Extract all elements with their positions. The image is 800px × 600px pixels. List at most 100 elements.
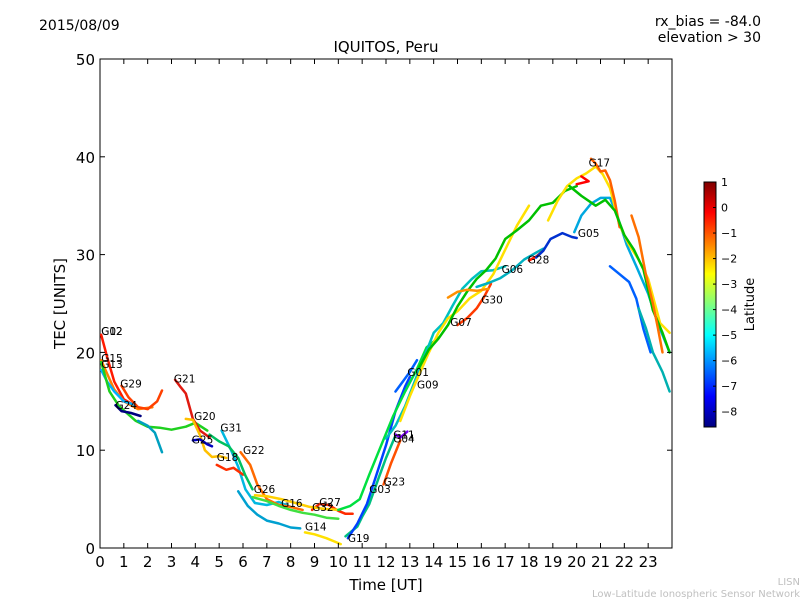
satellite-label-g15: G15 <box>101 353 123 365</box>
x-tick-label: 3 <box>167 553 177 571</box>
colorbar-tick-label: −6 <box>721 355 737 368</box>
x-tick-label: 5 <box>214 553 224 571</box>
y-tick-label: 50 <box>76 51 95 69</box>
satellite-label-g32: G32 <box>312 502 334 514</box>
x-tick-label: 16 <box>472 553 491 571</box>
colorbar-tick-label: −8 <box>721 406 737 419</box>
footer-network-name: Low-Latitude Ionospheric Sensor Network <box>592 589 800 600</box>
y-tick-label: 20 <box>76 344 95 362</box>
x-tick-label: 23 <box>639 553 658 571</box>
satellite-label-g30: G30 <box>481 295 503 307</box>
satellite-label-g17: G17 <box>589 158 611 170</box>
series-line-g06 <box>475 247 545 289</box>
satellite-label-g03: G03 <box>369 484 391 496</box>
satellite-label-g23: G23 <box>384 476 406 488</box>
x-tick-label: 8 <box>286 553 296 571</box>
series-line-g03 <box>337 336 440 512</box>
series-line-g09 <box>399 204 531 423</box>
satellite-label-g25: G25 <box>192 434 214 446</box>
x-tick-label: 21 <box>591 553 610 571</box>
y-tick-label: 40 <box>76 149 95 167</box>
x-tick-label: 20 <box>567 553 586 571</box>
series-line-g07a <box>136 419 164 454</box>
series-line-g24b <box>114 403 142 418</box>
series-line-g32 <box>253 493 340 512</box>
series-line-g16 <box>251 495 340 520</box>
satellite-label-g21: G21 <box>174 374 196 386</box>
series-line-g10b <box>630 214 664 354</box>
satellite-label-g06: G06 <box>502 264 524 276</box>
colorbar-tick-label: 0 <box>721 202 728 215</box>
x-tick-label: 13 <box>400 553 419 571</box>
series-line-g22 <box>239 450 304 512</box>
x-tick-label: 0 <box>95 553 105 571</box>
x-tick-label: 2 <box>143 553 153 571</box>
series-line-g24 <box>99 360 209 432</box>
satellite-label-g29: G29 <box>120 379 142 391</box>
x-tick-label: 4 <box>191 553 201 571</box>
series-line-g08b <box>637 307 671 393</box>
x-tick-label: 18 <box>519 553 538 571</box>
series-line-g04 <box>394 430 409 439</box>
series-line-g30 <box>456 282 493 327</box>
x-tick-label: 6 <box>238 553 248 571</box>
series-line-g29 <box>120 384 164 411</box>
x-axis-label: Time [UT] <box>348 576 422 594</box>
x-tick-label: 1 <box>119 553 129 571</box>
plot-area <box>99 58 673 549</box>
x-tick-label: 14 <box>424 553 443 571</box>
rx-bias-label: rx_bias = -84.0 <box>654 14 761 30</box>
colorbar-tick-label: −4 <box>721 304 737 317</box>
footer-lisn: LISN <box>777 577 800 588</box>
satellite-label-g22: G22 <box>243 445 265 457</box>
satellite-label-g18: G18 <box>217 452 239 464</box>
colorbar-tick-label: −7 <box>721 380 737 393</box>
satellite-label-g01: G01 <box>407 367 429 379</box>
satellite-label-g07: G07 <box>450 317 472 329</box>
x-tick-label: 19 <box>543 553 562 571</box>
y-tick-label: 0 <box>85 540 95 558</box>
colorbar-tick-label: 1 <box>721 176 728 189</box>
satellite-label-g02: G02 <box>101 326 123 338</box>
x-tick-label: 10 <box>329 553 348 571</box>
satellite-label-g13: G13 <box>101 359 123 371</box>
satellite-label-g05: G05 <box>578 228 600 240</box>
x-tick-label: 17 <box>496 553 515 571</box>
colorbar-label: Latitude <box>743 278 758 332</box>
series-line-g17b <box>575 175 590 186</box>
satellite-label-g04: G04 <box>393 433 415 445</box>
colorbar-tick-label: −5 <box>721 329 737 342</box>
colorbar-tick-label: −1 <box>721 227 737 240</box>
x-tick-label: 15 <box>448 553 467 571</box>
satellite-label-g14: G14 <box>305 521 327 533</box>
x-tick-label: 12 <box>376 553 395 571</box>
satellite-label-g19: G19 <box>348 533 370 545</box>
series-line-g28b <box>534 231 578 259</box>
series-line-g17c <box>589 157 621 229</box>
series-line-g01 <box>394 358 419 393</box>
satellite-label-g11: G11 <box>393 430 415 442</box>
x-tick-label: 7 <box>262 553 272 571</box>
series-line-g18b <box>208 433 254 491</box>
satellite-label-g31: G31 <box>220 423 242 435</box>
series-line-g31 <box>220 429 292 509</box>
satellite-label-g20: G20 <box>194 411 216 423</box>
satellite-label-g28: G28 <box>528 254 550 266</box>
series-line-g19b <box>346 375 412 540</box>
x-tick-label: 22 <box>615 553 634 571</box>
series-line-g21 <box>173 378 211 439</box>
series-line-g08 <box>608 265 652 354</box>
series-line-g20 <box>184 417 228 460</box>
series-line-g14 <box>303 531 342 546</box>
satellite-label-g26: G26 <box>254 484 276 496</box>
elevation-label: elevation > 30 <box>657 30 761 46</box>
date-label: 2015/08/09 <box>39 18 120 34</box>
series-line-g23 <box>382 439 402 486</box>
colorbar <box>703 181 717 428</box>
x-tick-label: 9 <box>310 553 320 571</box>
series-line-g27 <box>310 502 354 516</box>
satellite-label-g24: G24 <box>116 400 138 412</box>
y-tick-label: 30 <box>76 247 95 265</box>
colorbar-tick-label: −2 <box>721 253 737 266</box>
